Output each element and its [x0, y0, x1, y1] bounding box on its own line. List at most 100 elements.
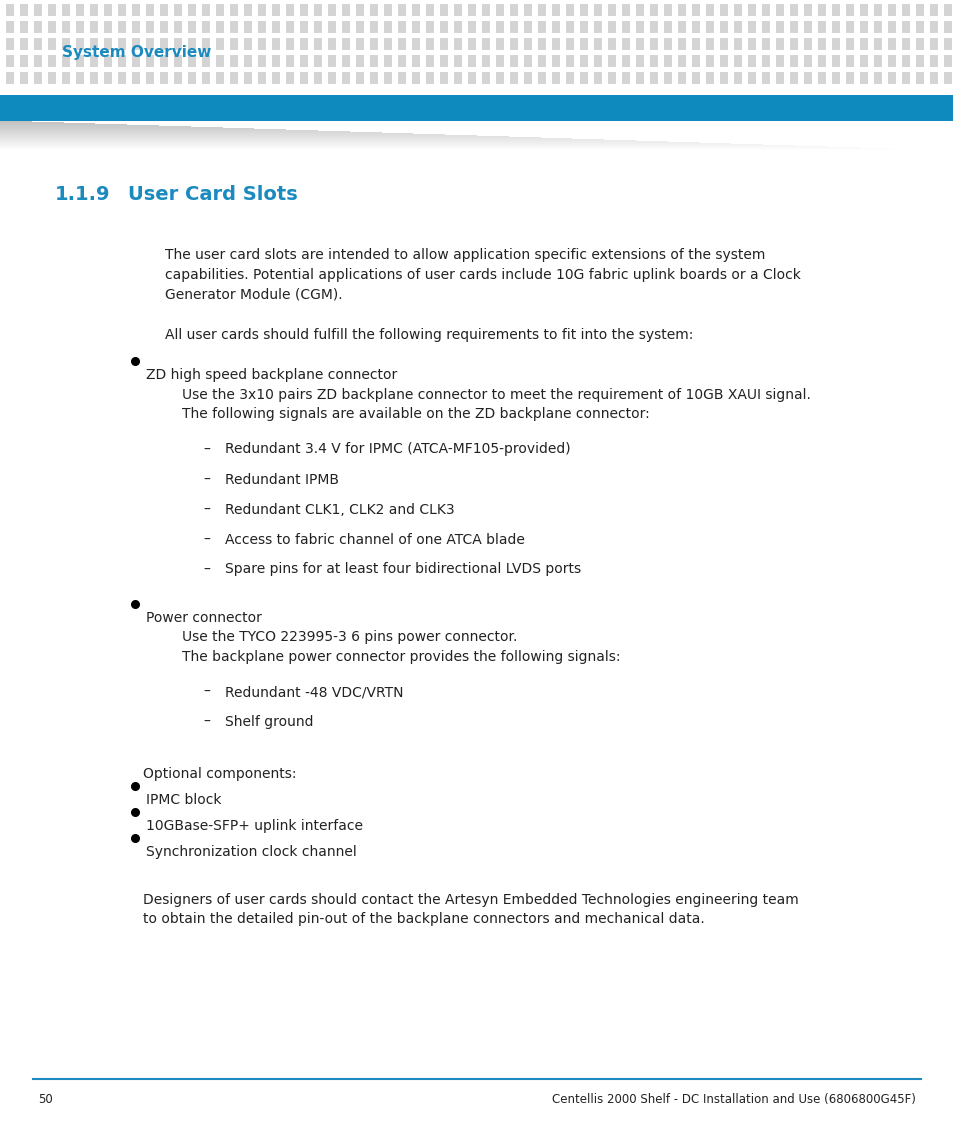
Bar [705, 72, 713, 84]
Bar [523, 38, 532, 50]
Bar [341, 21, 350, 33]
Bar [146, 38, 153, 50]
Bar [173, 38, 182, 50]
Bar [397, 72, 406, 84]
Bar [775, 72, 783, 84]
Bar [789, 55, 797, 68]
Text: Spare pins for at least four bidirectional LVDS ports: Spare pins for at least four bidirection… [225, 562, 580, 576]
Bar [817, 55, 825, 68]
Text: The user card slots are intended to allow application specific extensions of the: The user card slots are intended to allo… [165, 248, 764, 262]
Bar [132, 38, 140, 50]
Bar [649, 55, 658, 68]
Bar [34, 55, 42, 68]
Bar [831, 72, 840, 84]
Bar [733, 72, 741, 84]
Bar [817, 38, 825, 50]
Bar [873, 72, 882, 84]
Bar [537, 72, 545, 84]
Bar [691, 55, 700, 68]
Bar [286, 72, 294, 84]
Bar [691, 38, 700, 50]
Bar [104, 38, 112, 50]
Bar [523, 72, 532, 84]
Bar [257, 72, 266, 84]
Bar [173, 72, 182, 84]
Bar [272, 55, 280, 68]
Bar [663, 38, 671, 50]
Bar [397, 21, 406, 33]
Bar [901, 72, 909, 84]
Bar [594, 21, 601, 33]
Bar [621, 38, 629, 50]
Bar [355, 21, 364, 33]
Bar [257, 55, 266, 68]
Bar [76, 55, 84, 68]
Bar [636, 72, 643, 84]
Bar [496, 72, 503, 84]
Bar [496, 55, 503, 68]
Bar [257, 21, 266, 33]
Bar [636, 38, 643, 50]
Bar [887, 3, 895, 16]
Bar [579, 72, 587, 84]
Bar [90, 38, 98, 50]
Bar [370, 38, 377, 50]
Bar [943, 72, 951, 84]
Bar [341, 3, 350, 16]
Bar [775, 55, 783, 68]
Bar [118, 38, 126, 50]
Bar [607, 55, 616, 68]
Bar [873, 55, 882, 68]
Bar [468, 55, 476, 68]
Bar [649, 3, 658, 16]
Bar [761, 38, 769, 50]
Text: Shelf ground: Shelf ground [225, 714, 314, 729]
Bar [299, 21, 308, 33]
Bar [859, 21, 867, 33]
Bar [621, 3, 629, 16]
Bar [775, 3, 783, 16]
Bar [299, 72, 308, 84]
Text: Designers of user cards should contact the Artesyn Embedded Technologies enginee: Designers of user cards should contact t… [143, 893, 798, 907]
Bar [915, 55, 923, 68]
Bar [929, 72, 937, 84]
Text: –: – [203, 473, 210, 487]
Text: 1.1.9: 1.1.9 [55, 185, 111, 204]
Bar [831, 21, 840, 33]
Bar [454, 72, 461, 84]
Bar [370, 3, 377, 16]
Bar [510, 3, 517, 16]
Bar [859, 38, 867, 50]
Bar [384, 21, 392, 33]
Bar [188, 72, 195, 84]
Bar [230, 21, 237, 33]
Bar [62, 72, 70, 84]
Bar [705, 38, 713, 50]
Bar [537, 38, 545, 50]
Bar [496, 38, 503, 50]
Bar [6, 38, 14, 50]
Bar [272, 38, 280, 50]
Bar [510, 38, 517, 50]
Bar [496, 3, 503, 16]
Text: –: – [203, 562, 210, 576]
Text: –: – [203, 532, 210, 546]
Bar [118, 3, 126, 16]
Bar [901, 38, 909, 50]
Bar [579, 21, 587, 33]
Text: Generator Module (CGM).: Generator Module (CGM). [165, 287, 342, 301]
Bar [929, 3, 937, 16]
Bar [663, 21, 671, 33]
Bar [565, 55, 574, 68]
Bar [636, 55, 643, 68]
Bar [510, 21, 517, 33]
Bar [510, 72, 517, 84]
Bar [789, 72, 797, 84]
Bar [439, 21, 448, 33]
Bar [384, 72, 392, 84]
Text: ZD high speed backplane connector: ZD high speed backplane connector [146, 368, 396, 382]
Bar [272, 21, 280, 33]
Bar [481, 38, 490, 50]
Bar [649, 38, 658, 50]
Bar [20, 38, 28, 50]
